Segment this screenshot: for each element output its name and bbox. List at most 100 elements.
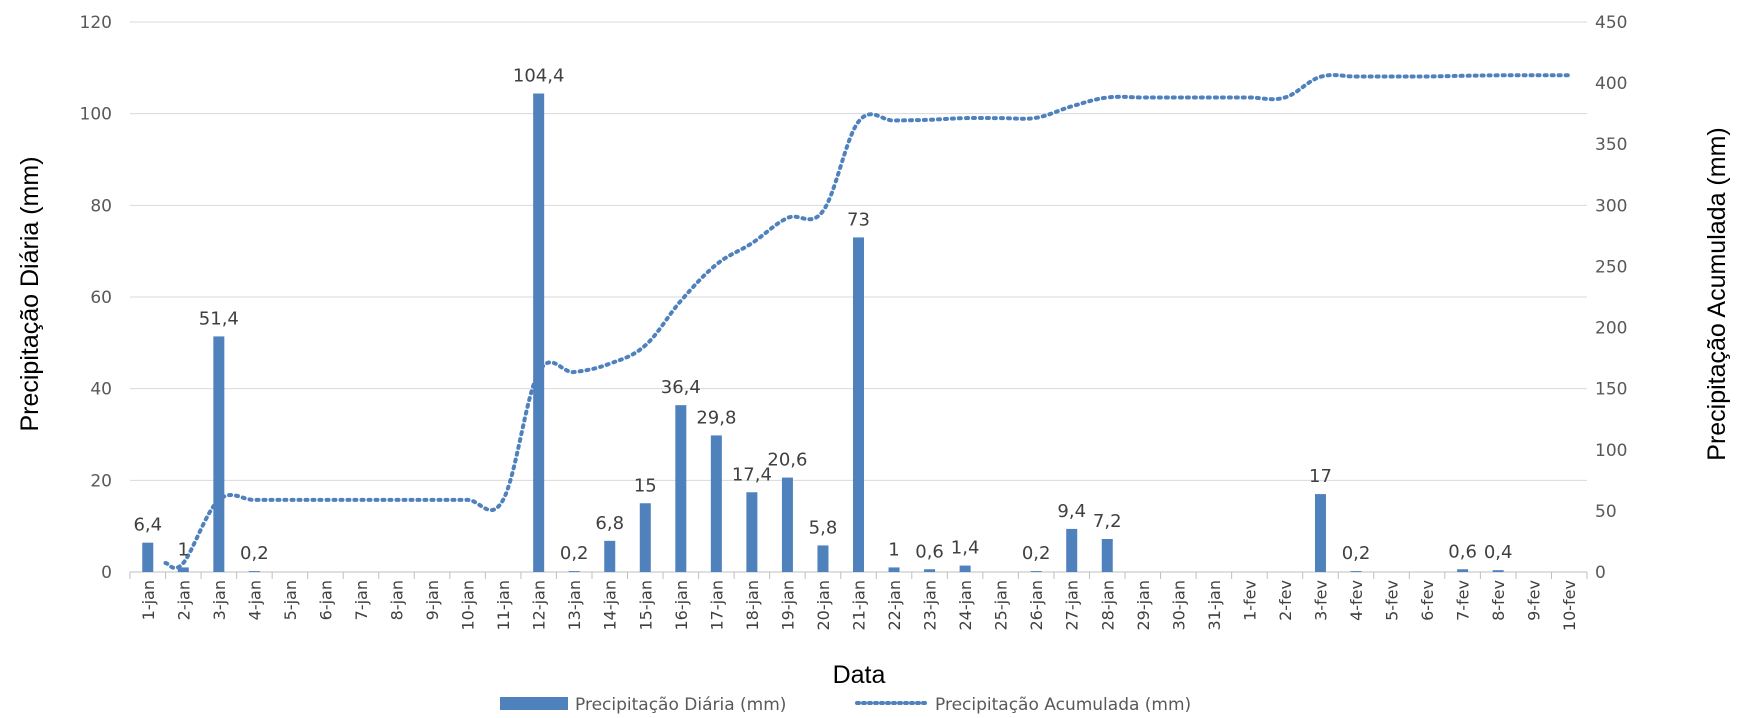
x-tick-label: 5-jan [281, 580, 300, 620]
x-tick-label: 23-jan [921, 580, 940, 631]
bar [142, 542, 154, 572]
data-label: 20,6 [767, 450, 807, 471]
bar [1457, 569, 1469, 572]
x-tick-label: 6-jan [317, 580, 336, 620]
data-label: 1,4 [951, 538, 980, 559]
bar [248, 571, 260, 572]
bar [604, 540, 616, 572]
bar [213, 336, 225, 572]
y2-tick-label: 100 [1595, 441, 1627, 461]
x-tick-label: 20-jan [814, 580, 833, 631]
x-axis-ticks: 1-jan 2-jan 3-jan 4-jan 5-jan 6-jan 7-jan 8-jan… [129, 572, 1588, 631]
x-tick-label: 8-fev [1489, 580, 1508, 621]
x-tick-label: 24-jan [956, 580, 975, 631]
data-label: 0,2 [560, 543, 589, 564]
bar [1066, 528, 1078, 572]
data-label: 6,4 [133, 515, 162, 536]
x-tick-label: 26-jan [1027, 580, 1046, 631]
data-label: 1 [888, 539, 899, 560]
legend-bar-swatch [500, 697, 568, 710]
data-label: 6,8 [595, 513, 624, 534]
x-tick-label: 6-fev [1418, 580, 1437, 621]
y2-tick-label: 50 [1595, 502, 1617, 522]
x-tick-label: 14-jan [601, 580, 620, 631]
x-tick-label: 18-jan [743, 580, 762, 631]
data-label: 104,4 [513, 66, 565, 87]
bar [781, 477, 793, 572]
data-label: 1 [178, 539, 189, 560]
y-axis-title-right: Precipitação Acumulada (mm) [1703, 127, 1731, 460]
cumulative-line-series [163, 73, 1572, 570]
y-tick-label: 120 [80, 13, 112, 33]
bar [959, 565, 971, 572]
bar [853, 237, 864, 572]
x-tick-label: 10-fev [1560, 580, 1579, 631]
x-tick-label: 30-jan [1169, 580, 1188, 631]
bar-series [142, 93, 1504, 572]
data-label: 51,4 [199, 308, 239, 329]
x-tick-label: 3-jan [210, 580, 229, 620]
left-axis-ticks: 0 20 40 60 80 100 120 [80, 13, 112, 583]
cumulative-line [163, 73, 1572, 570]
x-tick-label: 22-jan [885, 580, 904, 631]
y-tick-label: 20 [90, 471, 112, 491]
data-labels: 6,4 1 51,4 0,2 104,4 0,2 6,8 15 36,4 29,8 17,420,6… [133, 66, 1512, 565]
x-tick-label: 9-jan [423, 580, 442, 620]
y2-tick-label: 350 [1595, 135, 1627, 155]
x-tick-label: 31-jan [1205, 580, 1224, 631]
y-tick-label: 60 [90, 288, 112, 308]
y2-tick-label: 150 [1595, 380, 1627, 400]
legend: Precipitação Diária (mm) Precipitação Ac… [500, 695, 1191, 715]
y2-tick-label: 400 [1595, 74, 1627, 94]
x-tick-label: 2-jan [174, 580, 193, 620]
x-tick-label: 12-jan [530, 580, 549, 631]
x-tick-label: 8-jan [388, 580, 407, 620]
data-label: 17 [1309, 466, 1332, 487]
data-label: 0,2 [240, 543, 269, 564]
x-tick-label: 15-jan [636, 580, 655, 631]
y-axis-title-left: Precipitação Diária (mm) [16, 156, 44, 431]
x-tick-label: 25-jan [992, 580, 1011, 631]
data-label: 5,8 [809, 517, 838, 538]
bar [533, 93, 545, 572]
x-tick-label: 1-fev [1240, 580, 1259, 621]
data-label: 9,4 [1057, 501, 1086, 522]
y2-tick-label: 250 [1595, 257, 1627, 277]
data-label: 15 [634, 475, 657, 496]
data-label: 0,6 [1448, 541, 1477, 562]
y-tick-label: 0 [101, 563, 112, 583]
bar [746, 492, 758, 572]
data-label: 0,6 [915, 541, 944, 562]
x-tick-label: 3-fev [1312, 580, 1331, 621]
x-tick-label: 7-fev [1454, 580, 1473, 621]
x-tick-label: 27-jan [1063, 580, 1082, 631]
legend-bar-label: Precipitação Diária (mm) [575, 695, 786, 715]
data-label: 73 [847, 209, 870, 230]
x-tick-label: 9-fev [1525, 580, 1544, 621]
y2-tick-label: 200 [1595, 319, 1627, 339]
x-tick-label: 4-jan [245, 580, 264, 620]
x-tick-label: 2-fev [1276, 580, 1295, 621]
right-axis-ticks: 0 50 100 150 200 250 300 350 400 450 [1595, 13, 1627, 583]
x-tick-label: 13-jan [565, 580, 584, 631]
bar [675, 405, 687, 572]
data-label: 0,2 [1022, 543, 1051, 564]
bar [639, 503, 651, 572]
y2-tick-label: 450 [1595, 13, 1627, 33]
data-label: 36,4 [661, 377, 701, 398]
x-tick-label: 7-jan [352, 580, 371, 620]
y2-tick-label: 300 [1595, 196, 1627, 216]
data-label: 29,8 [696, 407, 736, 428]
x-tick-label: 21-jan [850, 580, 869, 631]
x-axis-title: Data [833, 661, 886, 689]
bar [1350, 571, 1362, 572]
x-tick-label: 28-jan [1098, 580, 1117, 631]
x-tick-label: 17-jan [707, 580, 726, 631]
data-label: 0,2 [1342, 543, 1371, 564]
bar [1030, 571, 1042, 572]
data-label: 0,4 [1484, 542, 1513, 563]
bar [710, 435, 722, 572]
bar [924, 569, 936, 572]
bar [1314, 494, 1326, 572]
bar [817, 545, 829, 572]
